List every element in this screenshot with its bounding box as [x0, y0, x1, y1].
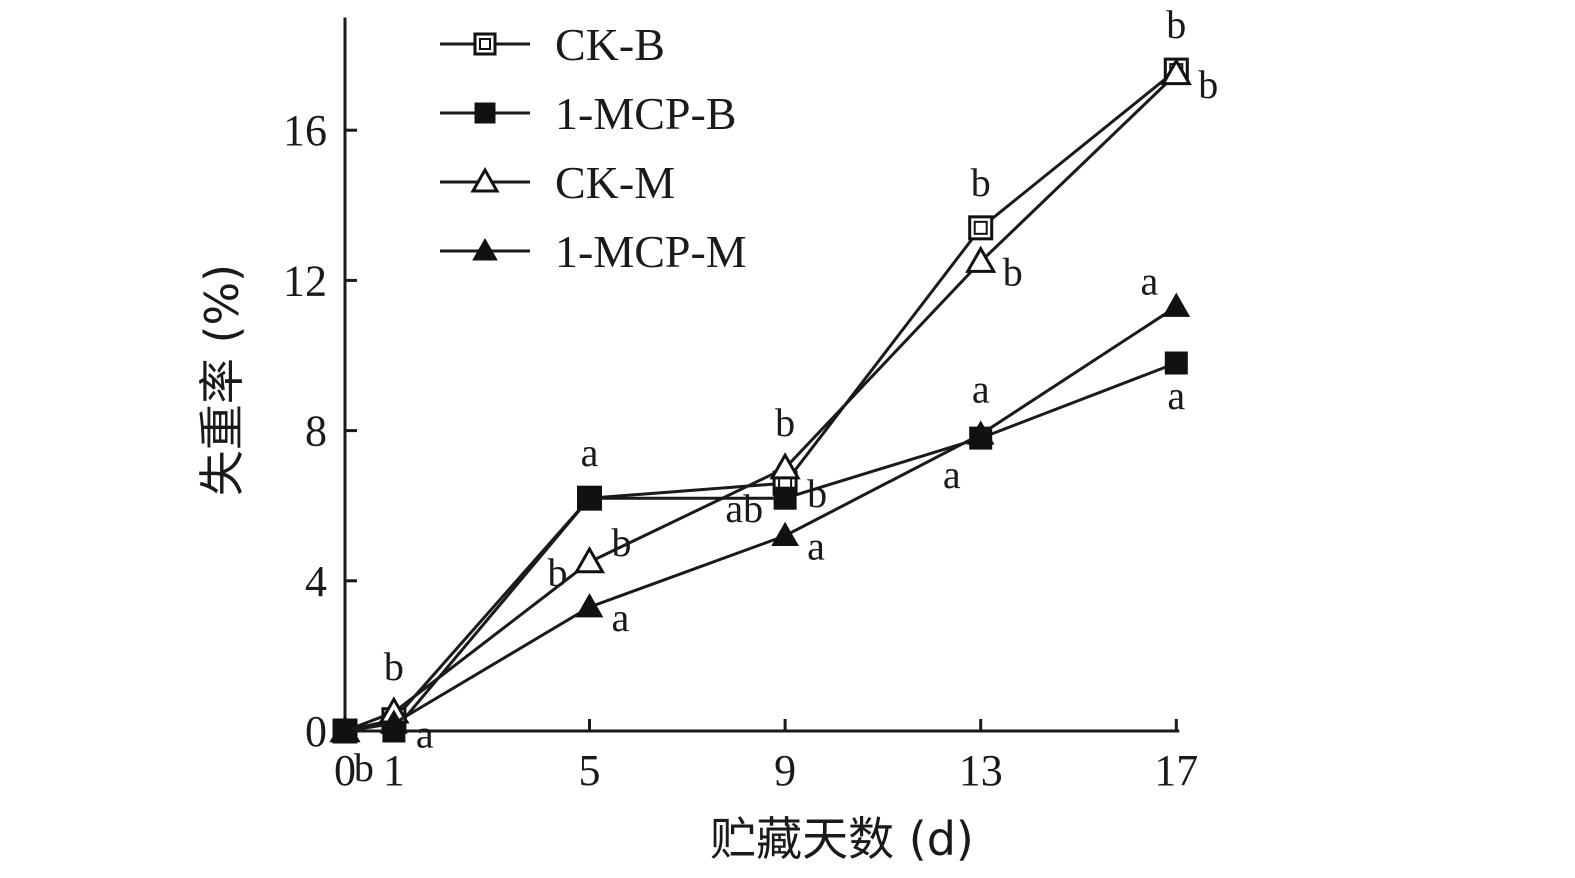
- legend-marker: [470, 166, 500, 193]
- legend-marker-inner: [479, 38, 491, 50]
- data-point: [573, 546, 606, 574]
- y-axis-title: 失重率 (%): [195, 264, 249, 496]
- significance-label: b: [354, 745, 374, 790]
- y-tick-label: 16: [283, 106, 327, 155]
- significance-label: a: [1141, 259, 1159, 304]
- significance-label: a: [972, 366, 990, 411]
- legend-marker: [472, 237, 498, 261]
- series-line: [345, 361, 1177, 733]
- data-point: [1162, 292, 1191, 317]
- legend-marker: [474, 102, 496, 124]
- series-ck-m: [329, 57, 1192, 743]
- y-tick-label: 0: [305, 707, 327, 756]
- data-point: [575, 593, 604, 618]
- significance-label: b: [1166, 2, 1186, 47]
- legend-marker: [473, 32, 497, 56]
- significance-label: b: [384, 644, 404, 689]
- legend-item-ck-m: CK-M: [440, 157, 675, 208]
- legend-item-ck-b: CK-B: [440, 19, 665, 70]
- significance-label: b: [1198, 62, 1218, 107]
- data-point: [1160, 57, 1192, 86]
- data-point: [331, 716, 359, 742]
- significance-label: b: [807, 471, 827, 516]
- x-tick-label: 17: [1154, 746, 1198, 795]
- legend-label: CK-M: [555, 157, 675, 208]
- legend-label: 1-MCP-B: [555, 88, 736, 139]
- significance-label: a: [1167, 373, 1185, 418]
- data-point: [771, 521, 799, 546]
- significance-label: a: [943, 452, 961, 497]
- legend-item-1-mcp-m: 1-MCP-M: [440, 226, 747, 277]
- significance-label: a: [416, 711, 434, 756]
- data-point: [966, 420, 995, 445]
- legend-item-1-mcp-b: 1-MCP-B: [440, 88, 736, 139]
- significance-label: b: [1003, 250, 1023, 295]
- data-point: [773, 486, 797, 510]
- x-tick-label: 9: [774, 746, 796, 795]
- x-tick-label: 13: [959, 746, 1003, 795]
- x-axis-title: 贮藏天数 (d): [710, 812, 974, 866]
- data-point: [1164, 351, 1188, 375]
- significance-label: b: [775, 400, 795, 445]
- data-point: [380, 709, 408, 734]
- significance-label: b: [548, 550, 568, 595]
- series-line: [344, 68, 1178, 733]
- series-layer: [329, 57, 1192, 744]
- significance-label: a: [807, 524, 825, 569]
- significance-label: a: [581, 430, 599, 475]
- y-tick-label: 8: [305, 407, 327, 456]
- significance-label: ab: [725, 486, 763, 531]
- significance-label: a: [612, 595, 630, 640]
- legend-label: CK-B: [555, 19, 665, 70]
- legend: CK-B 1-MCP-B CK-M 1-MCP-M: [440, 19, 747, 277]
- series-ck-b: [332, 57, 1189, 744]
- data-point-inner: [973, 220, 988, 235]
- series-1-mcp-m: [331, 292, 1191, 742]
- y-tick-label: 4: [305, 557, 327, 606]
- significance-label: b: [612, 520, 632, 565]
- legend-label: 1-MCP-M: [555, 226, 747, 277]
- significance-label: b: [971, 160, 991, 205]
- data-point: [968, 215, 994, 241]
- x-tick-label: 5: [579, 746, 601, 795]
- data-point: [578, 486, 601, 510]
- y-tick-label: 12: [283, 256, 327, 305]
- data-point: [965, 245, 997, 273]
- x-tick-label: 0: [334, 746, 356, 795]
- data-point: [769, 452, 801, 480]
- x-tick-label: 1: [383, 746, 405, 795]
